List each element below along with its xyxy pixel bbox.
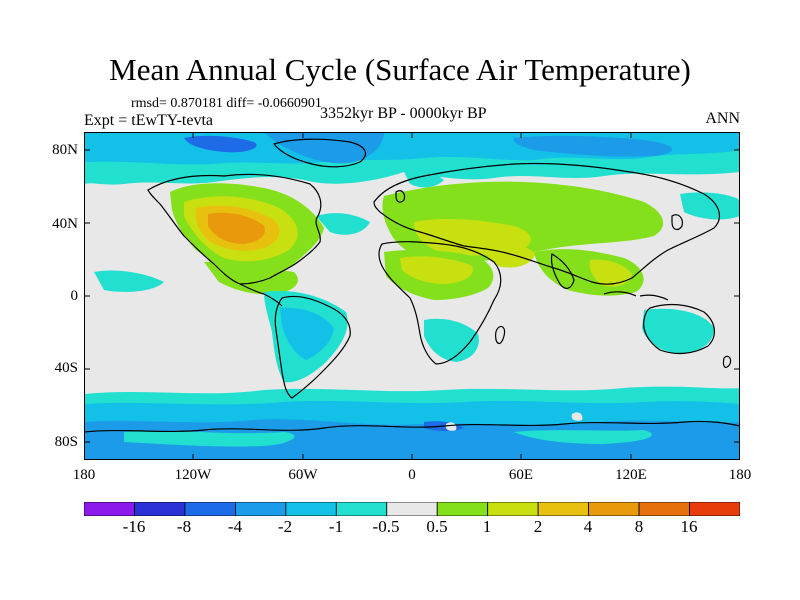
lon-label-120w: 120W	[174, 467, 212, 483]
colorbar-box-11	[588, 502, 640, 516]
colorbar-label-8: 1	[482, 517, 492, 536]
stats-line: rmsd= 0.870181 diff= -0.0660901	[131, 96, 322, 111]
colorbar-label-10: 4	[583, 517, 593, 536]
sahara-warm2	[400, 256, 473, 284]
lon-label-120e: 120E	[615, 467, 647, 483]
canada-arctic-cool	[184, 135, 257, 153]
antarctic-light-patch2	[514, 430, 652, 444]
central-america-warm	[204, 261, 298, 295]
coastlines	[84, 138, 740, 433]
colorbar-label-1: -16	[122, 517, 146, 536]
lat-label-80n: 80N	[52, 142, 78, 158]
north-pacific-cool	[680, 192, 740, 220]
lat-label-0: 0	[70, 288, 79, 304]
season-label: ANN	[705, 110, 740, 127]
coast-africa	[378, 241, 502, 365]
scandinavia-cool	[404, 170, 444, 188]
indochina-warm2	[589, 259, 632, 287]
southern-africa-cool	[424, 318, 479, 362]
colorbar-box-2	[134, 502, 186, 516]
coast-central-america	[239, 283, 283, 307]
colorbar-label-12: 16	[680, 517, 698, 536]
atlantic-cool	[316, 213, 370, 235]
lat-label-40s: 40S	[54, 360, 78, 376]
colorbar-box-10	[537, 502, 590, 516]
temperature-anomaly-map	[84, 132, 740, 460]
coast-north-america	[147, 173, 322, 285]
colorbar-box-12	[638, 502, 690, 516]
coast-japan	[671, 214, 683, 231]
chart-title: Mean Annual Cycle (Surface Air Temperatu…	[109, 52, 691, 87]
colorbar-label-7: 0.5	[426, 517, 448, 536]
colorbar-label-6: -0.5	[372, 517, 400, 536]
antarctic-light-patch	[124, 430, 295, 447]
lon-label-60w: 60W	[288, 467, 318, 483]
australia-cool	[642, 308, 714, 354]
lon-label-0: 0	[408, 467, 416, 483]
lon-label-180e: 180	[728, 467, 752, 483]
antarctic-warm-spot	[445, 422, 457, 431]
east-pacific-cool	[94, 270, 164, 292]
siberia-arctic-cool	[513, 135, 673, 157]
colorbar-box-4	[234, 502, 287, 516]
colorbar-label-2: -8	[176, 517, 192, 536]
colorbar-box-8	[436, 502, 489, 516]
experiment-label: Expt = tEwTY-tevta	[84, 112, 213, 129]
colorbar-box-7	[386, 502, 438, 516]
lon-label-180w: 180	[72, 467, 96, 483]
lat-label-40n: 40N	[52, 216, 78, 232]
coast-indonesia	[603, 291, 669, 301]
colorbar-label-9: 2	[533, 517, 543, 536]
period-label: 3352kyr BP - 0000kyr BP	[320, 105, 487, 122]
coast-new-zealand	[722, 355, 732, 368]
colorbar-box-6	[335, 502, 388, 516]
antarctic-warm-spot2	[571, 412, 583, 421]
colorbar-label-4: -2	[277, 517, 293, 536]
coast-south-america	[274, 295, 351, 399]
south-america-cool2	[280, 307, 334, 360]
colorbar-box-9	[487, 502, 539, 516]
lon-label-60e: 60E	[508, 467, 534, 483]
map-ticks	[84, 132, 740, 460]
colorbar-box-5	[285, 502, 337, 516]
coast-uk	[395, 190, 406, 203]
colorbar-box-3	[184, 502, 236, 516]
coast-india	[550, 253, 575, 289]
colorbar	[84, 502, 740, 516]
colorbar-label-11: 8	[634, 517, 644, 536]
coast-greenland	[272, 138, 367, 168]
coast-madagascar	[495, 325, 506, 345]
colorbar-box-1	[84, 502, 135, 516]
coast-eurasia	[373, 162, 721, 285]
coast-australia	[643, 303, 715, 355]
north-america-warm4	[208, 212, 265, 244]
colorbar-box-13	[689, 502, 740, 516]
colorbar-label-3: -4	[227, 517, 243, 536]
coast-antarctica	[84, 420, 740, 433]
colorbar-label-5: -1	[328, 517, 344, 536]
lat-label-80s: 80S	[54, 434, 78, 450]
